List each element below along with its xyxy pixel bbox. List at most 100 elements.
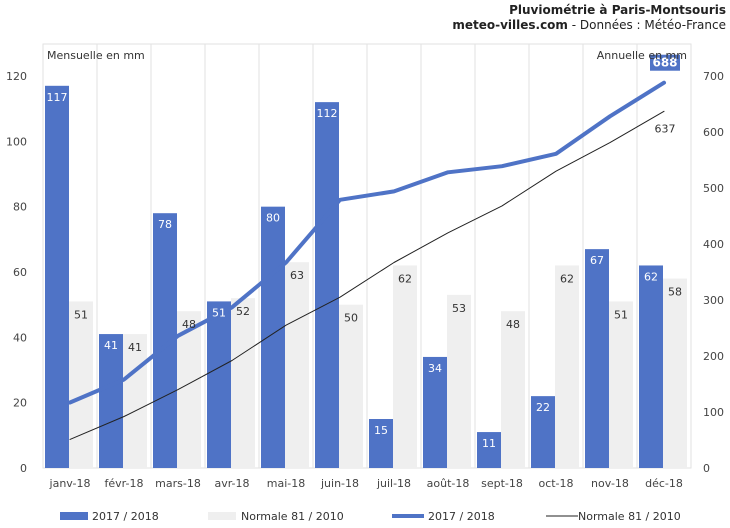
bar-year — [369, 419, 393, 468]
bar-year — [315, 102, 339, 468]
bar-label-year: 15 — [374, 424, 388, 437]
right-axis-tick: 600 — [703, 126, 724, 139]
chart-title: Pluviométrie à Paris-Montsouris — [509, 3, 726, 17]
bar-label-year: 51 — [212, 306, 226, 319]
source-site: meteo-villes.com — [452, 18, 568, 32]
gridlines — [42, 43, 692, 469]
bar-label-year: 34 — [428, 362, 442, 375]
x-axis-tick: nov-18 — [591, 477, 629, 490]
legend-label-2: 2017 / 2018 — [428, 510, 495, 523]
left-axis-tick: 80 — [13, 201, 27, 214]
bar-year — [261, 206, 285, 468]
bar-label-year: 62 — [644, 270, 658, 283]
bar-normal — [501, 311, 525, 468]
end-label-normal: 637 — [655, 122, 676, 135]
bar-label-normal: 52 — [236, 305, 250, 318]
right-axis-tick: 300 — [703, 294, 724, 307]
left-axis-tick: 40 — [13, 331, 27, 344]
right-axis-tick: 500 — [703, 182, 724, 195]
bar-label-year: 112 — [317, 107, 338, 120]
right-axis-title: Annuelle en mm — [597, 49, 687, 62]
legend: 2017 / 2018 Normale 81 / 2010 2017 / 2018 N… — [60, 510, 681, 523]
bar-normal — [447, 294, 471, 468]
axes: 0 20 40 60 80 100 120 0 100 200 300 400 500 600 700 jan… — [6, 70, 724, 490]
bar-label-year: 22 — [536, 401, 550, 414]
bar-year — [639, 265, 663, 468]
bar-year — [477, 432, 501, 468]
bar-year — [423, 356, 447, 468]
bar-normal — [393, 265, 417, 468]
bar-year — [531, 396, 555, 468]
bar-year — [585, 249, 609, 468]
bar-label-normal: 62 — [398, 272, 412, 285]
plot-frame — [42, 43, 692, 469]
left-axis-tick: 20 — [13, 397, 27, 410]
end-label-box-normal — [650, 120, 680, 137]
bar-label-normal: 62 — [560, 272, 574, 285]
bar-label-normal: 41 — [128, 341, 142, 354]
bar-normal — [69, 301, 93, 468]
bar-normal — [231, 298, 255, 468]
bar-label-normal: 63 — [290, 269, 304, 282]
bar-group — [45, 85, 687, 469]
left-axis-tick: 100 — [6, 135, 27, 148]
bar-label-year: 67 — [590, 254, 604, 267]
bar-label-normal: 58 — [668, 286, 682, 299]
bar-label-year: 41 — [104, 339, 118, 352]
right-axis-tick: 400 — [703, 238, 724, 251]
bar-normal — [339, 304, 363, 468]
bar-year — [207, 301, 231, 468]
x-axis-tick: mars-18 — [155, 477, 201, 490]
source-rest: - Données : Météo-France — [568, 18, 726, 32]
right-axis-tick: 0 — [703, 462, 710, 475]
bar-label-normal: 53 — [452, 302, 466, 315]
right-axis-tick: 200 — [703, 350, 724, 363]
legend-label-3: Normale 81 / 2010 — [578, 510, 681, 523]
right-axis-tick: 700 — [703, 70, 724, 83]
bar-normal — [555, 265, 579, 468]
data-labels: 117 41 78 51 80 112 15 34 11 22 67 62 51 41 48 52 63 50 62… — [47, 54, 682, 450]
x-axis-tick: juin-18 — [320, 477, 359, 490]
bar-label-year: 117 — [47, 91, 68, 104]
x-axis-tick: avr-18 — [214, 477, 249, 490]
end-label-box-year — [650, 54, 680, 71]
cumulative-normal-line — [69, 110, 665, 440]
bar-normal — [123, 334, 147, 468]
x-axis-tick: janv-18 — [49, 477, 91, 490]
left-axis-tick: 120 — [6, 70, 27, 83]
bar-label-normal: 48 — [182, 318, 196, 331]
chart-source: meteo-villes.com - Données : Météo-Franc… — [452, 18, 726, 32]
left-axis-tick: 60 — [13, 266, 27, 279]
right-axis-tick: 100 — [703, 406, 724, 419]
bar-year — [99, 334, 123, 468]
cumulative-year-line — [68, 80, 666, 405]
bar-label-normal: 51 — [614, 308, 628, 321]
x-axis-tick: déc-18 — [645, 477, 683, 490]
x-axis-tick: sept-18 — [481, 477, 523, 490]
bar-normal — [609, 301, 633, 468]
left-axis-tick: 0 — [20, 462, 27, 475]
x-axis-tick: août-18 — [427, 477, 470, 490]
x-axis-tick: oct-18 — [538, 477, 573, 490]
x-axis-tick: mai-18 — [267, 477, 305, 490]
bar-year — [45, 85, 69, 469]
legend-swatch-0 — [60, 512, 88, 520]
end-label-year: 688 — [652, 56, 677, 70]
bar-label-year: 80 — [266, 212, 280, 225]
bar-normal — [663, 278, 687, 468]
legend-label-0: 2017 / 2018 — [92, 510, 159, 523]
left-axis-title: Mensuelle en mm — [47, 49, 145, 62]
bar-label-year: 78 — [158, 218, 172, 231]
bar-label-year: 11 — [482, 437, 496, 450]
legend-swatch-1 — [208, 512, 236, 520]
bar-label-normal: 51 — [74, 308, 88, 321]
bar-label-normal: 48 — [506, 318, 520, 331]
bar-label-normal: 50 — [344, 312, 358, 325]
bar-normal — [285, 262, 309, 468]
x-axis-tick: févr-18 — [105, 477, 144, 490]
bar-normal — [177, 311, 201, 468]
legend-label-1: Normale 81 / 2010 — [241, 510, 344, 523]
line-group — [68, 80, 666, 440]
x-axis-tick: juil-18 — [376, 477, 411, 490]
